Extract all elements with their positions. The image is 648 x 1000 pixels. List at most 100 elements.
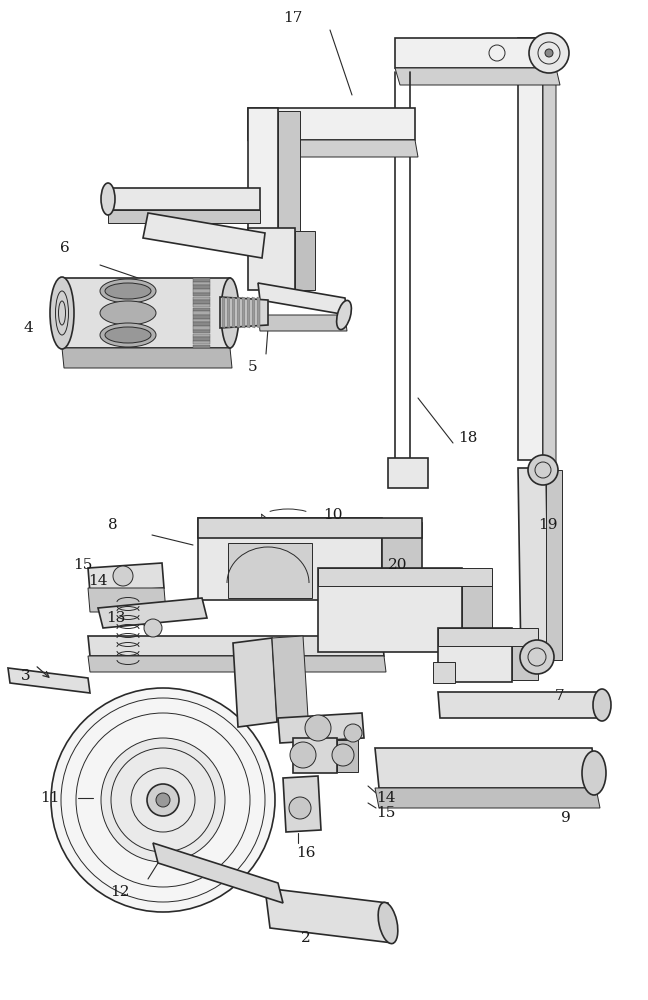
Polygon shape xyxy=(193,319,210,322)
Ellipse shape xyxy=(336,300,351,330)
Polygon shape xyxy=(462,570,492,648)
Text: 15: 15 xyxy=(376,806,396,820)
Text: 5: 5 xyxy=(248,360,258,374)
Text: 7: 7 xyxy=(555,689,565,703)
Ellipse shape xyxy=(100,279,156,303)
Polygon shape xyxy=(88,588,166,612)
Text: 15: 15 xyxy=(73,558,93,572)
Circle shape xyxy=(290,742,316,768)
Circle shape xyxy=(144,619,162,637)
Ellipse shape xyxy=(100,323,156,347)
Circle shape xyxy=(113,566,133,586)
Circle shape xyxy=(545,49,553,57)
Ellipse shape xyxy=(593,689,611,721)
Polygon shape xyxy=(248,140,418,157)
Polygon shape xyxy=(227,297,230,328)
Polygon shape xyxy=(108,188,260,210)
Ellipse shape xyxy=(582,751,606,795)
Polygon shape xyxy=(193,330,210,333)
Circle shape xyxy=(332,744,354,766)
Polygon shape xyxy=(248,108,278,235)
Circle shape xyxy=(520,640,554,674)
Polygon shape xyxy=(228,543,312,598)
Polygon shape xyxy=(193,296,210,300)
Polygon shape xyxy=(295,231,315,290)
Polygon shape xyxy=(438,628,538,646)
Polygon shape xyxy=(193,300,210,304)
Polygon shape xyxy=(248,108,415,140)
Text: 10: 10 xyxy=(323,508,343,522)
Ellipse shape xyxy=(50,277,74,349)
Circle shape xyxy=(528,455,558,485)
Polygon shape xyxy=(98,598,207,628)
Polygon shape xyxy=(198,518,422,538)
Polygon shape xyxy=(543,42,556,464)
Ellipse shape xyxy=(101,183,115,215)
Ellipse shape xyxy=(221,278,239,348)
Ellipse shape xyxy=(105,283,151,299)
Polygon shape xyxy=(62,278,230,348)
Polygon shape xyxy=(395,68,560,85)
Text: 14: 14 xyxy=(88,574,108,588)
Circle shape xyxy=(305,715,331,741)
Polygon shape xyxy=(193,304,210,307)
Polygon shape xyxy=(395,38,556,68)
Polygon shape xyxy=(222,297,225,328)
Polygon shape xyxy=(258,315,347,331)
Polygon shape xyxy=(193,289,210,293)
Polygon shape xyxy=(153,843,283,903)
Polygon shape xyxy=(233,638,277,727)
Polygon shape xyxy=(337,740,358,772)
Polygon shape xyxy=(193,278,210,282)
Polygon shape xyxy=(193,293,210,296)
Polygon shape xyxy=(252,297,255,328)
Text: 6: 6 xyxy=(60,241,70,255)
Polygon shape xyxy=(272,636,308,720)
Text: 19: 19 xyxy=(538,518,558,532)
Text: 12: 12 xyxy=(110,885,130,899)
Polygon shape xyxy=(375,788,600,808)
Polygon shape xyxy=(62,348,232,368)
Polygon shape xyxy=(518,38,543,460)
Polygon shape xyxy=(278,713,364,743)
Polygon shape xyxy=(193,345,210,348)
Circle shape xyxy=(156,793,170,807)
Polygon shape xyxy=(193,315,210,318)
Ellipse shape xyxy=(100,301,156,325)
Text: 18: 18 xyxy=(458,431,478,445)
Polygon shape xyxy=(88,636,384,656)
Polygon shape xyxy=(438,628,512,682)
Circle shape xyxy=(344,724,362,742)
Polygon shape xyxy=(318,568,462,652)
Circle shape xyxy=(289,797,311,819)
Polygon shape xyxy=(193,322,210,326)
Text: 8: 8 xyxy=(108,518,118,532)
Polygon shape xyxy=(265,888,393,943)
Ellipse shape xyxy=(378,902,398,944)
Text: 20: 20 xyxy=(388,558,408,572)
Polygon shape xyxy=(193,326,210,330)
Polygon shape xyxy=(198,518,382,600)
Text: 17: 17 xyxy=(283,11,303,25)
Polygon shape xyxy=(546,470,562,660)
Polygon shape xyxy=(193,285,210,289)
Polygon shape xyxy=(433,662,455,683)
Circle shape xyxy=(529,33,569,73)
Polygon shape xyxy=(382,523,422,598)
Polygon shape xyxy=(108,210,260,223)
Polygon shape xyxy=(278,111,300,235)
Polygon shape xyxy=(193,341,210,344)
Circle shape xyxy=(101,738,225,862)
Text: 11: 11 xyxy=(40,791,60,805)
Polygon shape xyxy=(258,283,347,315)
Polygon shape xyxy=(193,308,210,311)
Polygon shape xyxy=(293,738,337,773)
Polygon shape xyxy=(193,311,210,315)
Polygon shape xyxy=(193,282,210,285)
Polygon shape xyxy=(388,458,428,488)
Polygon shape xyxy=(512,631,538,680)
Polygon shape xyxy=(375,748,596,788)
Polygon shape xyxy=(143,213,265,258)
Polygon shape xyxy=(237,297,240,328)
Polygon shape xyxy=(242,297,245,328)
